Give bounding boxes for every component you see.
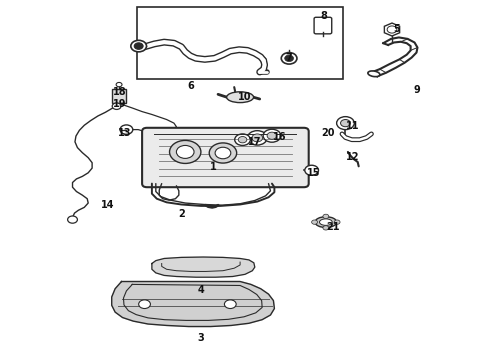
Circle shape	[323, 214, 329, 219]
Circle shape	[247, 131, 267, 145]
Text: 20: 20	[321, 128, 335, 138]
FancyBboxPatch shape	[314, 17, 332, 34]
Circle shape	[238, 136, 247, 143]
Text: 1: 1	[210, 162, 217, 172]
Text: 19: 19	[113, 99, 127, 109]
Text: 13: 13	[118, 128, 132, 138]
Polygon shape	[152, 257, 255, 277]
Circle shape	[267, 132, 277, 139]
Text: 18: 18	[113, 87, 127, 97]
Ellipse shape	[319, 219, 332, 225]
Circle shape	[116, 82, 122, 87]
Circle shape	[224, 300, 236, 309]
Circle shape	[139, 300, 150, 309]
Circle shape	[337, 117, 354, 130]
Text: 7: 7	[286, 53, 293, 63]
Text: 8: 8	[320, 11, 327, 21]
Text: 10: 10	[238, 92, 252, 102]
Text: 2: 2	[178, 209, 185, 219]
Text: 6: 6	[188, 81, 195, 91]
Circle shape	[263, 129, 281, 142]
Ellipse shape	[315, 217, 337, 228]
Circle shape	[215, 147, 231, 159]
Text: 21: 21	[326, 222, 340, 232]
Circle shape	[334, 220, 340, 224]
Text: 4: 4	[197, 285, 204, 295]
Circle shape	[305, 165, 318, 175]
Text: 16: 16	[272, 132, 286, 142]
Circle shape	[170, 140, 201, 163]
Circle shape	[341, 120, 350, 127]
Text: 12: 12	[346, 152, 360, 162]
Circle shape	[323, 226, 329, 230]
Bar	[137, 7, 343, 79]
Circle shape	[235, 134, 250, 145]
Text: 14: 14	[101, 200, 115, 210]
Text: 5: 5	[393, 24, 400, 34]
Circle shape	[68, 216, 77, 223]
Text: 17: 17	[248, 137, 262, 147]
Circle shape	[312, 220, 318, 224]
Circle shape	[285, 55, 294, 62]
Ellipse shape	[368, 71, 380, 77]
Circle shape	[120, 125, 133, 134]
Text: 3: 3	[197, 333, 204, 343]
Text: 11: 11	[346, 121, 360, 131]
Polygon shape	[112, 282, 274, 327]
FancyBboxPatch shape	[142, 128, 309, 187]
Circle shape	[252, 134, 263, 142]
Text: 15: 15	[307, 168, 320, 178]
Circle shape	[134, 43, 143, 49]
Ellipse shape	[226, 92, 254, 103]
Circle shape	[209, 143, 237, 163]
Bar	[112, 89, 126, 103]
Circle shape	[176, 145, 194, 158]
Circle shape	[281, 53, 297, 64]
Text: 9: 9	[413, 85, 420, 95]
Circle shape	[387, 26, 397, 33]
Circle shape	[131, 40, 147, 52]
Circle shape	[112, 103, 121, 109]
Polygon shape	[384, 23, 400, 36]
